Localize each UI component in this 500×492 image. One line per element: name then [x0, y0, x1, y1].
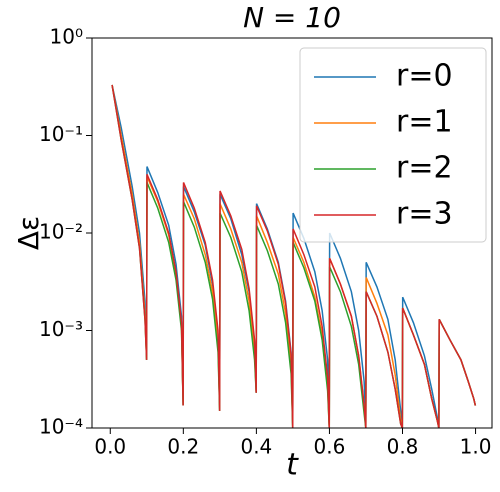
legend-label: r=1	[396, 105, 453, 140]
x-tick-label: 0.8	[387, 435, 419, 459]
x-tick-label: 1.0	[460, 435, 492, 459]
x-tick-label: 0.2	[167, 435, 199, 459]
x-tick-label: 0.4	[240, 435, 272, 459]
y-tick-label: 10⁻¹	[39, 122, 83, 146]
x-tick-label: 0.6	[314, 435, 346, 459]
x-axis-label: t	[286, 448, 299, 483]
x-tick-label: 0.0	[94, 435, 126, 459]
y-tick-label: 10⁰	[50, 25, 83, 49]
y-tick-label: 10⁻²	[39, 220, 83, 244]
plot-frame	[91, 37, 493, 429]
series-line	[111, 84, 477, 429]
y-tick-label: 10⁻³	[39, 317, 83, 341]
legend-label: r=3	[396, 197, 453, 232]
chart-title: N = 10	[243, 1, 341, 34]
legend-label: r=0	[396, 59, 453, 94]
y-tick-label: 10⁻⁴	[39, 415, 83, 439]
legend-box	[299, 47, 487, 243]
y-axis-label: Δε	[12, 216, 45, 250]
legend-label: r=2	[396, 151, 453, 186]
